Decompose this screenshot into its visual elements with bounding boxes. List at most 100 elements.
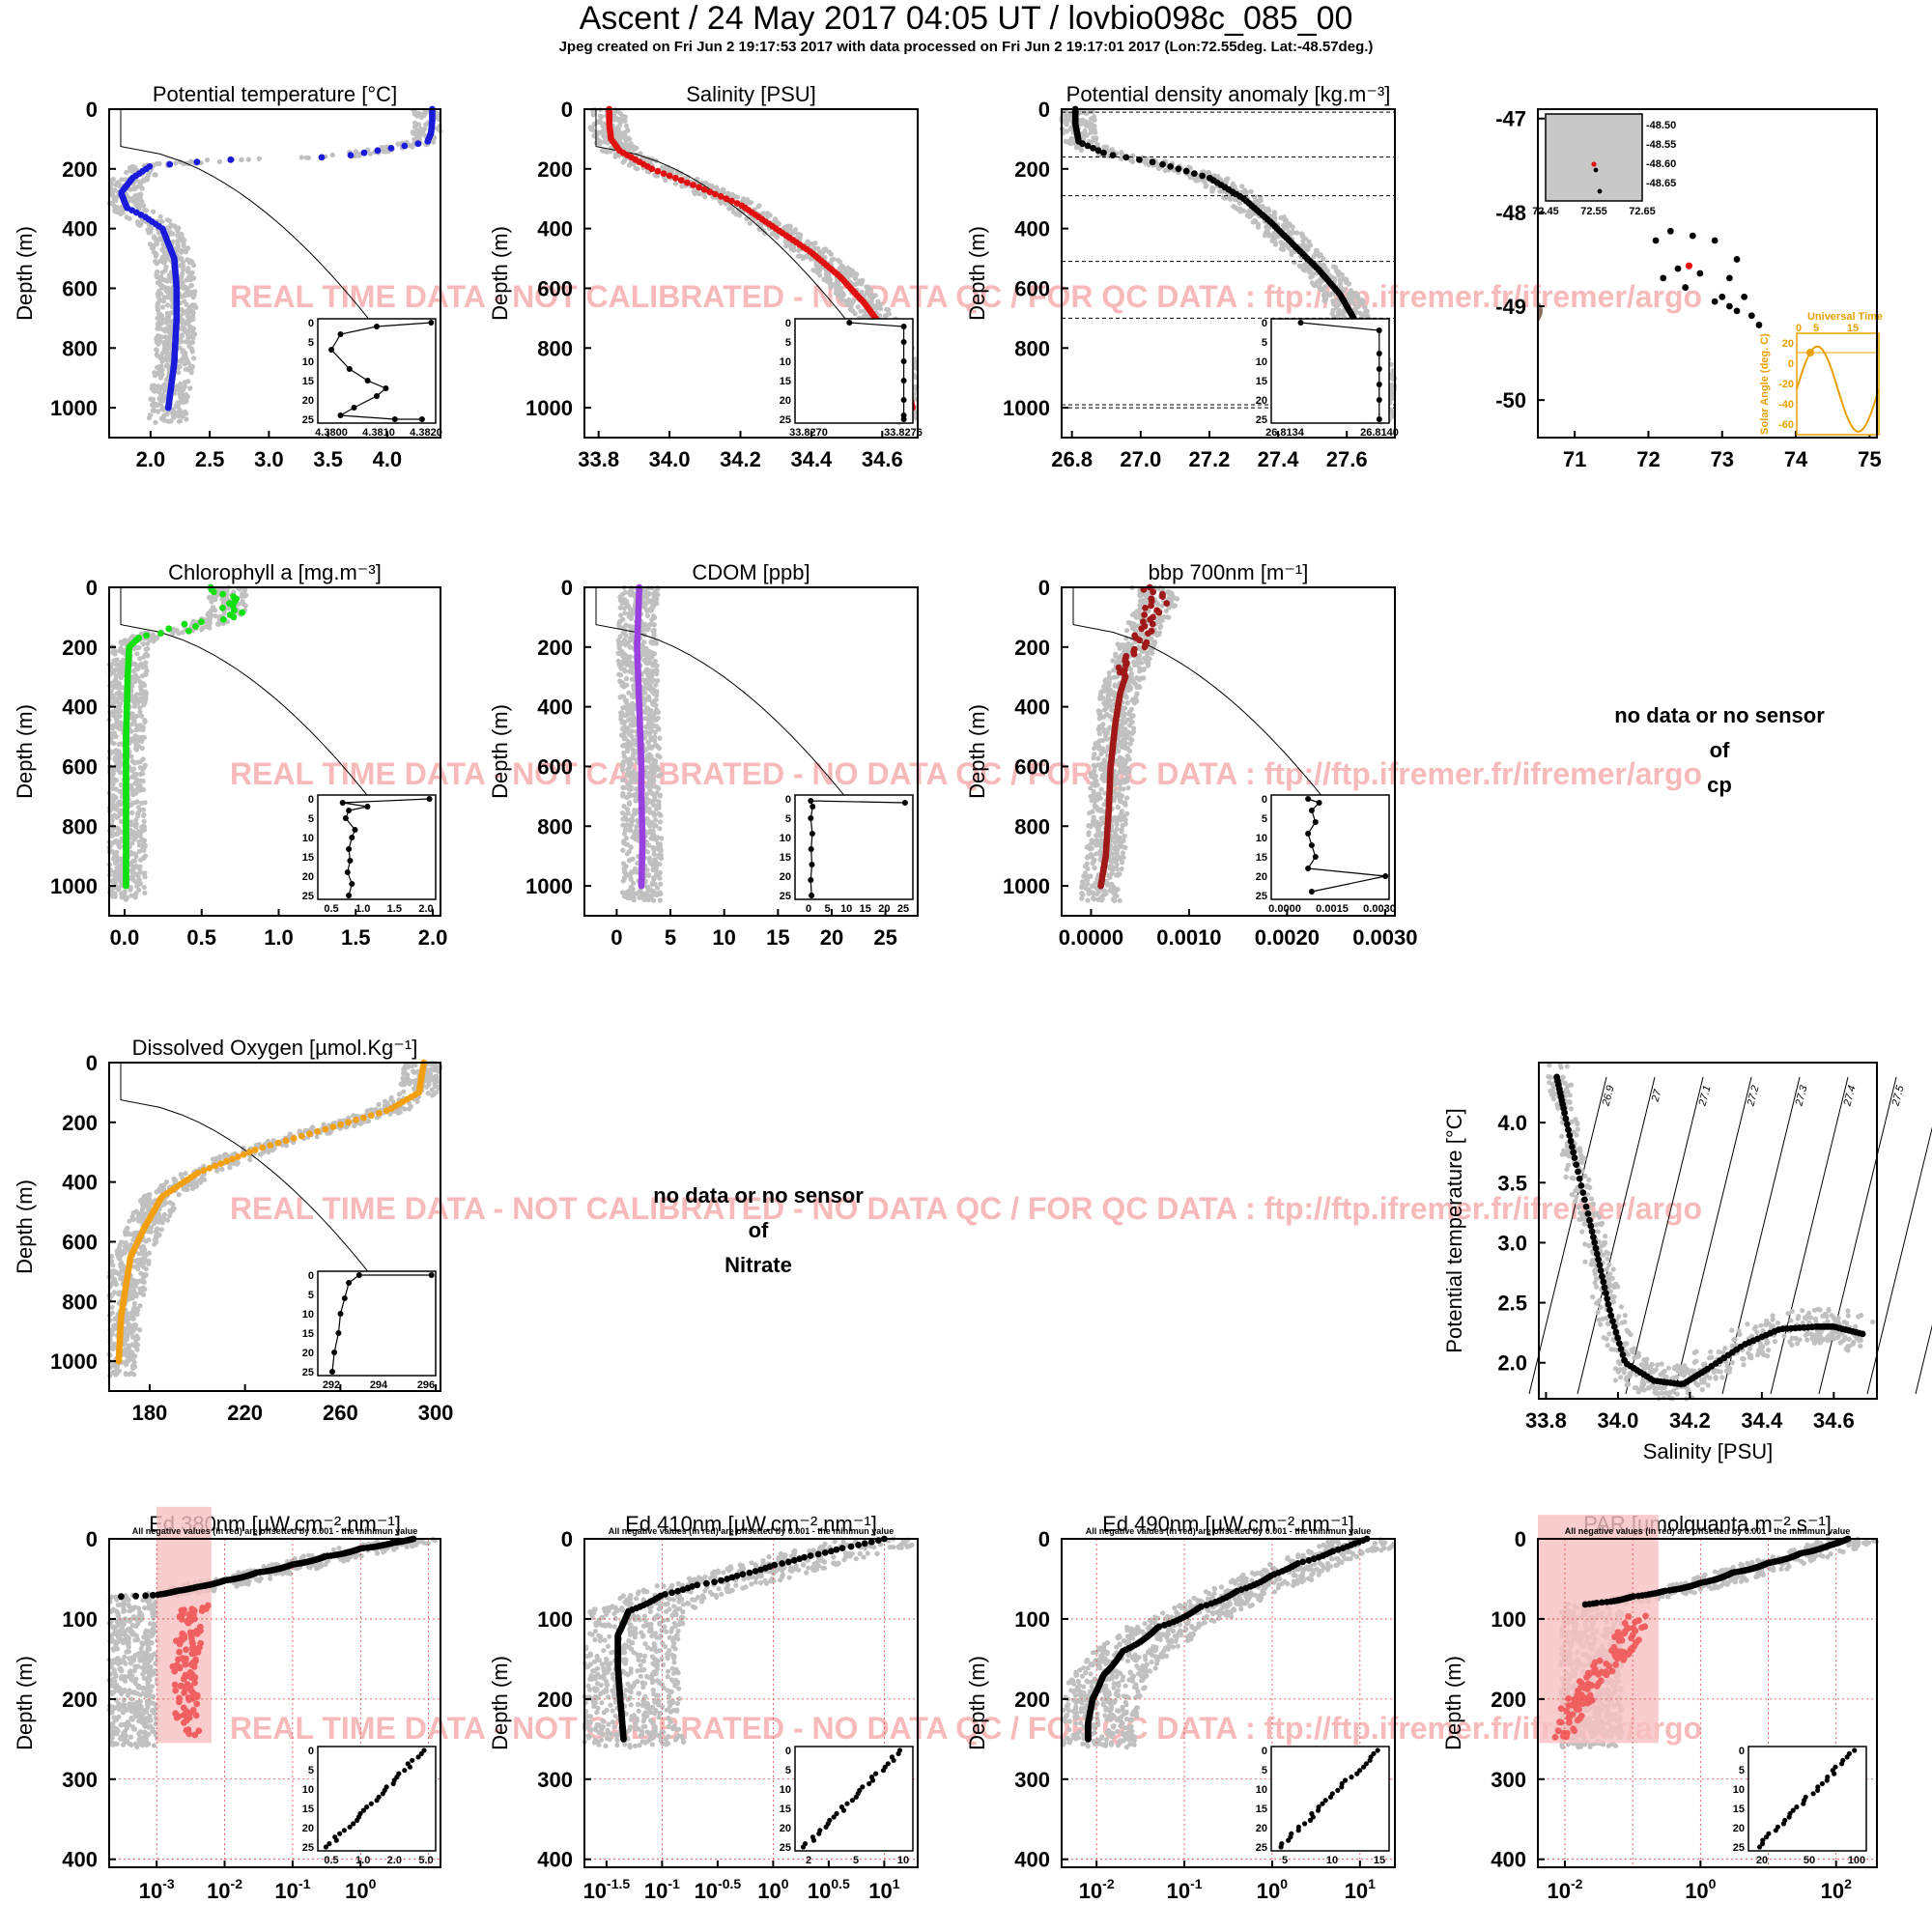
cloud-point — [649, 783, 655, 789]
cloud-point — [647, 721, 653, 726]
cloud-point — [129, 810, 135, 816]
cloud-point — [113, 707, 119, 713]
cloud-point — [808, 256, 813, 262]
inset-y-tick: 5 — [1262, 337, 1267, 349]
y-tick-label: 400 — [537, 217, 573, 242]
cloud-point — [1068, 135, 1074, 141]
cloud-point — [133, 871, 140, 877]
inset-frame — [794, 318, 914, 424]
cloud-point — [178, 381, 184, 387]
cloud-point — [191, 292, 197, 298]
cloud-point — [158, 398, 164, 405]
profile-point — [387, 145, 395, 152]
cloud-point — [156, 160, 162, 166]
cloud-point — [630, 747, 636, 753]
cloud-point — [118, 661, 124, 667]
cloud-point — [140, 756, 146, 762]
cloud-point — [415, 122, 422, 128]
profile-point — [210, 588, 217, 596]
cloud-point — [367, 151, 373, 156]
inset-y-tick: 20 — [302, 395, 314, 407]
cloud-point — [380, 148, 385, 154]
inset-x-tick: 0.5 — [324, 903, 338, 915]
cloud-point — [142, 843, 148, 849]
cloud-point — [168, 310, 174, 316]
cloud-point — [113, 198, 119, 204]
cloud-point — [185, 266, 191, 271]
y-tick-label: 200 — [537, 157, 573, 182]
cloud-point — [112, 860, 118, 867]
cloud-point — [190, 314, 196, 320]
inset-y-tick: 5 — [785, 337, 791, 349]
inset-x-tick: 4.3800 — [315, 427, 348, 439]
cloud-point — [117, 844, 123, 850]
x-tick-label: 26.8 — [1051, 447, 1093, 471]
cloud-point — [145, 646, 151, 652]
cloud-point — [624, 807, 631, 812]
cloud-point — [188, 366, 194, 372]
cloud-point — [645, 706, 651, 712]
cloud-point — [788, 246, 794, 252]
cloud-point — [113, 183, 119, 188]
cloud-point — [423, 122, 429, 128]
y-tick-label: 800 — [1014, 336, 1050, 360]
cloud-point — [142, 719, 148, 725]
cloud-point — [800, 255, 807, 262]
cloud-point — [622, 811, 628, 818]
cloud-point — [838, 268, 844, 273]
cloud-point — [184, 339, 189, 345]
cloud-point — [190, 262, 197, 269]
cloud-point — [353, 149, 358, 155]
cloud-point — [1260, 204, 1265, 210]
cloud-point — [1312, 282, 1318, 288]
cloud-point — [128, 753, 134, 759]
cloud-point — [170, 411, 176, 416]
cloud-point — [644, 791, 650, 797]
chart-title: Potential temperature [°C] — [153, 82, 397, 106]
inset-y-tick: 10 — [1256, 356, 1267, 368]
x-tick-label: 1.0 — [264, 925, 294, 950]
cloud-point — [178, 247, 184, 253]
cloud-point — [618, 710, 624, 716]
cloud-point — [110, 798, 116, 804]
cloud-point — [142, 853, 148, 859]
cloud-point — [168, 418, 174, 424]
chart-title: CDOM [ppb] — [692, 560, 810, 584]
inset-y-tick: 0 — [308, 794, 314, 806]
cloud-point — [159, 405, 165, 411]
cloud-point — [245, 156, 251, 162]
cloud-point — [190, 355, 197, 361]
cloud-point — [150, 408, 156, 413]
cloud-point — [164, 302, 170, 308]
cloud-point — [164, 217, 170, 223]
cloud-point — [653, 691, 659, 696]
watermark-text: REAL TIME DATA - NOT CALIBRATED - NO DAT… — [230, 279, 1702, 314]
cloud-point — [672, 181, 679, 186]
profile-point — [684, 179, 691, 186]
cloud-point — [136, 848, 142, 855]
profile-point — [164, 404, 172, 412]
cloud-point — [190, 309, 196, 315]
cloud-point — [644, 612, 651, 619]
x-tick-label: 34.6 — [862, 447, 903, 471]
cloud-point — [158, 321, 164, 327]
cloud-point — [173, 245, 179, 251]
cloud-point — [110, 777, 116, 782]
cloud-point — [850, 308, 856, 314]
profile-point — [677, 177, 685, 185]
cloud-point — [154, 352, 159, 357]
profile-point — [198, 618, 205, 626]
cloud-point — [1343, 276, 1349, 282]
cloud-point — [859, 279, 865, 285]
cloud-point — [815, 270, 821, 275]
y-tick-label: 1000 — [50, 874, 98, 898]
cloud-point — [168, 324, 174, 329]
cloud-point — [137, 765, 143, 771]
inset-y-tick: 25 — [302, 891, 314, 902]
inset-y-tick: 25 — [1256, 414, 1267, 426]
profile-point — [401, 142, 409, 150]
cloud-point — [183, 292, 188, 298]
cloud-point — [184, 416, 189, 422]
inset-y-tick: 20 — [780, 395, 791, 407]
cloud-point — [415, 129, 421, 135]
